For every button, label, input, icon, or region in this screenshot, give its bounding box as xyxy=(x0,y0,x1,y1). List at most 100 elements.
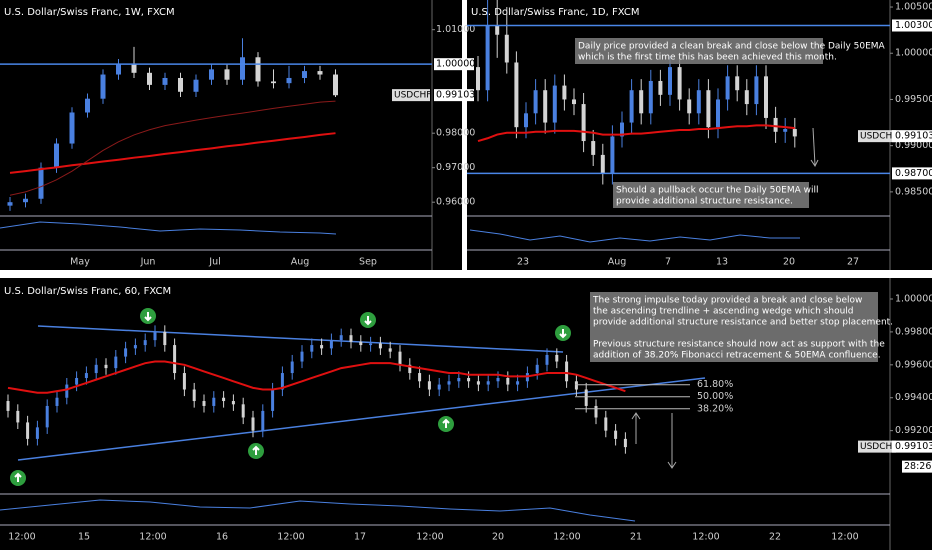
symbol-box xyxy=(858,440,896,453)
indicator-line xyxy=(469,229,800,243)
y-tick-label: 0.98500 xyxy=(895,186,932,197)
candle-body xyxy=(591,141,596,155)
y-tick-label: 0.97000 xyxy=(436,162,475,173)
candle-body xyxy=(212,397,216,406)
y-tick-label: 0.99800 xyxy=(895,326,932,337)
candle-body xyxy=(192,389,196,402)
fib-label: 50.00% xyxy=(697,391,733,402)
candle-body xyxy=(754,76,759,105)
candle-body xyxy=(280,373,284,390)
candle-body xyxy=(193,79,199,92)
x-tick-label: May xyxy=(70,257,90,268)
annotation-text: Daily price provided a clean break and c… xyxy=(578,42,886,52)
candle-body xyxy=(614,430,618,439)
x-tick-label: 7 xyxy=(665,257,671,268)
annotation-box xyxy=(613,182,809,208)
annotation-text: the ascending trendline + ascending wedg… xyxy=(593,307,854,317)
annotation-text: addition of 38.20% Fibonacci retracement… xyxy=(593,351,881,361)
candle-body xyxy=(565,361,569,382)
trendline xyxy=(17,377,706,461)
trendline xyxy=(37,325,564,353)
x-tick-label: 16 xyxy=(216,532,228,543)
y-tick-label: 0.99500 xyxy=(895,94,932,105)
candle-body xyxy=(716,99,720,128)
candle-body xyxy=(104,364,108,369)
projection-arrows xyxy=(631,127,819,469)
level-box xyxy=(892,19,932,32)
candle-body xyxy=(202,401,206,406)
candle-body xyxy=(408,364,412,374)
annotation-box xyxy=(575,38,823,64)
symbol-box xyxy=(392,89,430,102)
candle-body xyxy=(182,373,186,390)
indicator-line xyxy=(0,499,636,522)
indicator-line xyxy=(0,221,337,235)
annotation-text: provide additional structure resistance … xyxy=(593,318,893,328)
price-label: 0.99103 xyxy=(895,441,932,452)
candle-body xyxy=(100,74,106,99)
x-tick-label: Aug xyxy=(291,257,310,268)
ema-line xyxy=(9,132,336,174)
candle-body xyxy=(6,401,10,411)
candle-body xyxy=(495,25,500,35)
candle-body xyxy=(620,122,624,137)
candle-body xyxy=(178,77,183,92)
candle-body xyxy=(114,356,118,369)
x-tick-label: 22 xyxy=(769,532,781,543)
candle-body xyxy=(437,384,441,390)
candle-body xyxy=(562,85,567,100)
level-label: 0.98700 xyxy=(895,168,932,179)
candle-body xyxy=(131,64,137,73)
candle-body xyxy=(533,90,538,114)
candle-body xyxy=(369,343,373,346)
x-tick-label: 23 xyxy=(517,257,529,268)
candle-body xyxy=(696,90,701,114)
candle-body xyxy=(209,69,214,80)
signal-icons xyxy=(10,308,571,486)
x-tick-label: 21 xyxy=(630,532,642,543)
countdown-label: 28:26 xyxy=(904,461,931,472)
chart-title: U.S. Dollar/Swiss Franc, 1D, FXCM xyxy=(471,7,639,18)
candle-body xyxy=(26,422,30,439)
candle-body xyxy=(555,354,559,362)
candle-body xyxy=(54,143,59,168)
symbol-label: USDCHF xyxy=(860,442,897,452)
candle-body xyxy=(447,381,451,385)
candle-body xyxy=(116,64,121,75)
candle-body xyxy=(255,57,261,82)
candle-body xyxy=(124,348,128,357)
candle-body xyxy=(773,117,778,132)
candle-body xyxy=(725,76,730,100)
candle-body xyxy=(572,99,576,105)
fib-label: 38.20% xyxy=(697,403,733,414)
symbol-box xyxy=(858,130,896,143)
candle-body xyxy=(261,410,265,431)
candle-body xyxy=(594,405,598,418)
candle-body xyxy=(290,361,294,374)
candle-body xyxy=(524,113,528,128)
candle-body xyxy=(543,90,548,123)
symbol-label: USDCHF xyxy=(394,91,431,101)
candle-body xyxy=(677,67,682,100)
separator xyxy=(462,0,467,270)
candle-body xyxy=(84,373,88,378)
candle-body xyxy=(271,389,275,411)
chart-title: U.S. Dollar/Swiss Franc, 60, FXCM xyxy=(4,286,171,297)
annotation-text: Should a pullback occur the Daily 50EMA … xyxy=(616,186,818,196)
price-box xyxy=(434,89,474,102)
x-tick-label: Sep xyxy=(359,257,377,268)
candle-body xyxy=(224,69,230,80)
candle-body xyxy=(629,90,634,123)
candle-body xyxy=(65,384,69,398)
candle-body xyxy=(792,129,797,137)
candle-body xyxy=(162,77,168,85)
candle-body xyxy=(38,167,44,199)
x-tick-label: Aug xyxy=(608,257,627,268)
x-tick-label: 20 xyxy=(783,257,795,268)
candle-body xyxy=(764,76,768,118)
y-tick-label: 0.99600 xyxy=(895,359,932,370)
candle-body xyxy=(16,410,20,423)
annotation-text: provide additional structure resistance. xyxy=(616,197,793,207)
candle-body xyxy=(639,90,644,114)
